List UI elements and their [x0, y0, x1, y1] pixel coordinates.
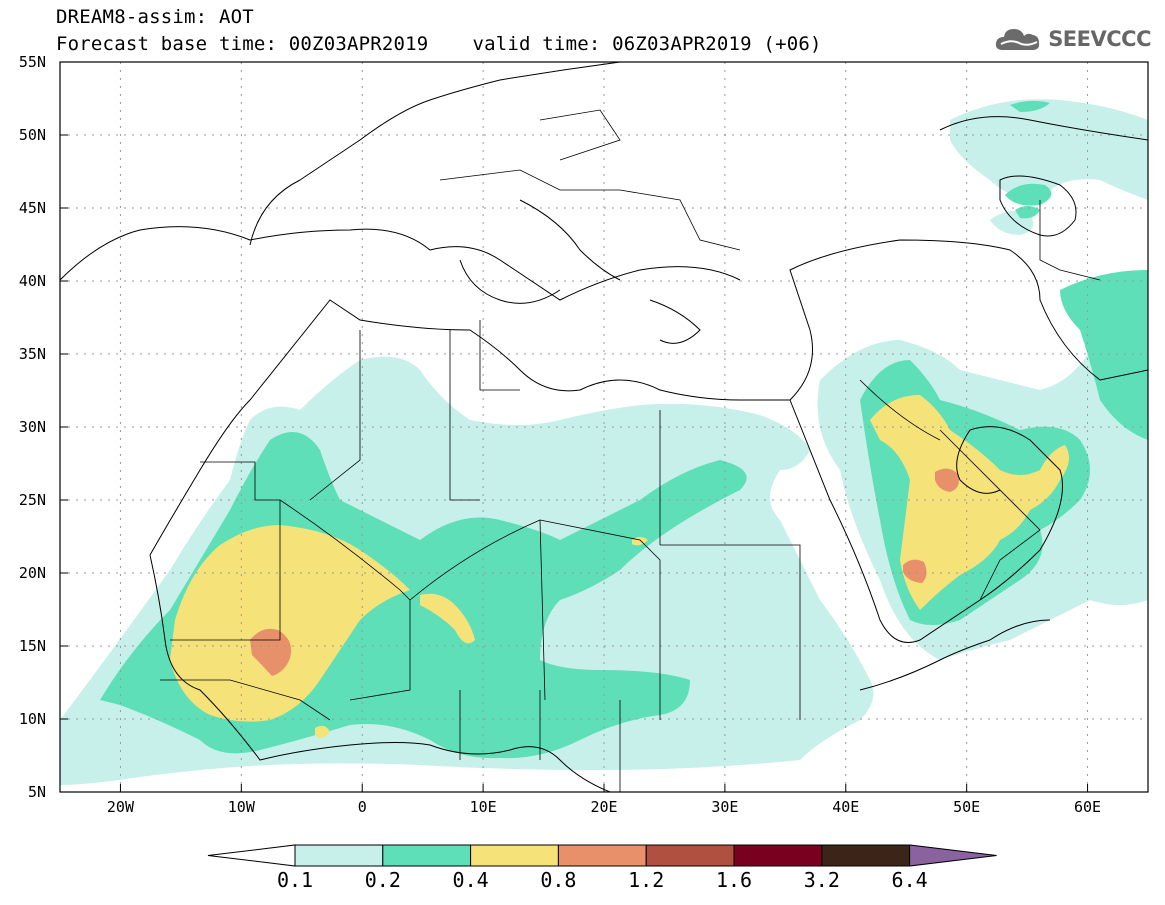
borders — [160, 109, 1101, 792]
lon-tick-label: 10W — [227, 798, 255, 816]
colorbar-segment — [557, 844, 647, 867]
lon-tick-label: 20W — [106, 798, 134, 816]
cloud-icon — [996, 29, 1040, 50]
lat-tick-label: 10N — [18, 710, 46, 728]
lon-tick-label: 40E — [832, 798, 860, 816]
lat-tick-label: 5N — [27, 783, 46, 801]
lon-tick-label: 30E — [711, 798, 739, 816]
lon-tick-label: 0 — [357, 798, 367, 816]
colorbar-label: 1.2 — [628, 868, 665, 892]
colorbar-segment — [294, 844, 384, 867]
colorbar-label: 1.6 — [715, 868, 753, 892]
aot-field — [60, 99, 1148, 785]
colorbar-label: 0.2 — [364, 868, 401, 892]
colorbar-high-arrow — [909, 844, 997, 867]
aot-level-0.8 — [250, 468, 959, 676]
lon-tick-label: 20E — [590, 798, 618, 816]
map-title: DREAM8-assim: AOT — [56, 6, 254, 28]
lon-tick-label: 50E — [953, 798, 981, 816]
colorbar-segment — [382, 844, 472, 867]
colorbar-segment — [821, 844, 911, 867]
colorbar-label: 3.2 — [803, 868, 840, 892]
lat-tick-label: 35N — [18, 345, 46, 363]
map-ticks — [60, 61, 1089, 793]
lon-tick-label: 10E — [469, 798, 497, 816]
colorbar-segment — [645, 844, 735, 867]
lat-tick-label: 30N — [18, 418, 46, 436]
colorbar-segment — [733, 844, 823, 867]
logo-text: SEEVCCC — [1048, 27, 1151, 51]
colorbar-low-arrow — [207, 844, 296, 867]
aot-level-0.4 — [170, 395, 1069, 738]
lat-tick-label: 15N — [18, 637, 46, 655]
valid-time: valid time: 06Z03APR2019 (+06) — [472, 33, 822, 55]
lat-tick-label: 45N — [18, 199, 46, 217]
lon-tick-label: 60E — [1074, 798, 1102, 816]
lat-tick-label: 55N — [18, 53, 46, 71]
coastlines — [60, 62, 1148, 792]
colorbar-label: 0.4 — [452, 868, 489, 892]
colorbar-label: 0.8 — [540, 868, 577, 892]
lat-tick-label: 25N — [18, 491, 46, 509]
base-time: Forecast base time: 00Z03APR2019 — [56, 33, 429, 55]
seevccc-logo: SEEVCCC — [993, 24, 1151, 54]
lat-tick-label: 50N — [18, 126, 46, 144]
map-subtitle: Forecast base time: 00Z03APR2019 valid ti… — [56, 33, 822, 55]
lat-tick-label: 20N — [18, 564, 46, 582]
colorbar-segment — [470, 844, 559, 867]
colorbar-label: 0.1 — [276, 868, 314, 892]
lat-tick-label: 40N — [18, 272, 46, 290]
colorbar-label: 6.4 — [891, 868, 928, 892]
